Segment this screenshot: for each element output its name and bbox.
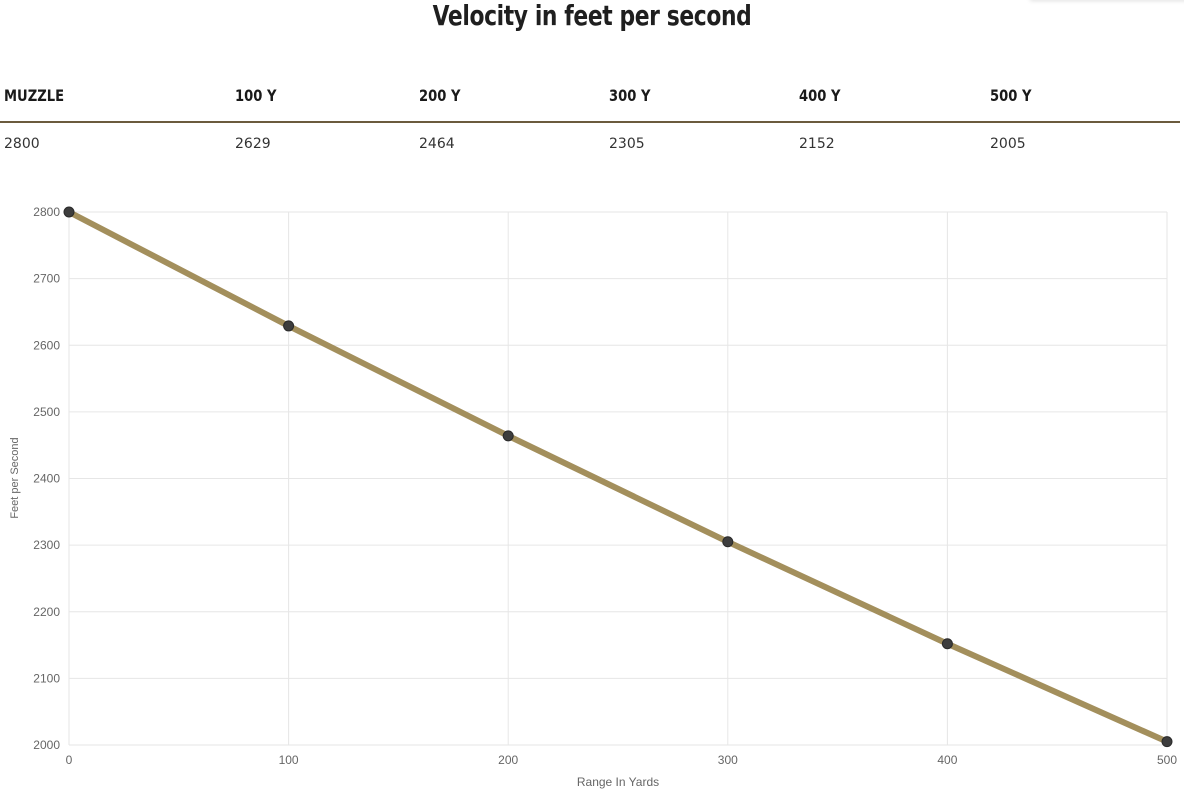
cell-300y-velocity: 2305 — [609, 136, 645, 152]
y-tick-label: 2300 — [33, 538, 60, 552]
column-header-muzzle: MUZZLE — [4, 86, 65, 105]
page-title: Velocity in feet per second — [432, 0, 752, 32]
data-point[interactable] — [502, 430, 514, 442]
cell-200y-velocity: 2464 — [419, 136, 455, 152]
y-tick-label: 2400 — [33, 472, 60, 486]
x-axis-ticks: 0 100 200 300 400 500 — [66, 753, 1178, 767]
column-header-300y: 300 Y — [609, 86, 651, 105]
column-header-200y: 200 Y — [419, 86, 461, 105]
data-point[interactable] — [941, 638, 953, 650]
x-axis-label: Range In Yards — [577, 775, 659, 789]
y-tick-label: 2700 — [33, 272, 60, 286]
velocity-line-chart: 2000 2100 2200 2300 2400 2500 2600 2700 2800 0 10… — [9, 205, 1178, 789]
cell-500y-velocity: 2005 — [990, 136, 1026, 152]
x-tick-label: 0 — [66, 753, 73, 767]
x-tick-label: 400 — [937, 753, 957, 767]
velocity-table: MUZZLE 100 Y 200 Y 300 Y 400 Y 500 Y 280… — [0, 78, 1180, 168]
data-point[interactable] — [63, 206, 75, 218]
data-point[interactable] — [283, 320, 295, 332]
y-axis-ticks: 2000 2100 2200 2300 2400 2500 2600 2700 2800 — [33, 205, 60, 752]
y-tick-label: 2100 — [33, 671, 60, 685]
x-tick-label: 100 — [279, 753, 299, 767]
chart-grid — [68, 211, 1168, 746]
cell-muzzle-velocity: 2800 — [4, 136, 40, 152]
x-tick-label: 300 — [718, 753, 738, 767]
column-header-400y: 400 Y — [799, 86, 841, 105]
series-line — [66, 209, 1170, 745]
velocity-series — [63, 206, 1173, 748]
data-point[interactable] — [722, 536, 734, 548]
cell-400y-velocity: 2152 — [799, 136, 835, 152]
column-header-500y: 500 Y — [990, 86, 1032, 105]
y-tick-label: 2800 — [33, 205, 60, 219]
y-tick-label: 2500 — [33, 405, 60, 419]
cell-100y-velocity: 2629 — [235, 136, 271, 152]
y-tick-label: 2600 — [33, 338, 60, 352]
y-axis-label: Feet per Second — [9, 437, 21, 518]
data-point[interactable] — [1161, 736, 1173, 748]
x-tick-label: 200 — [498, 753, 518, 767]
y-tick-label: 2200 — [33, 605, 60, 619]
y-tick-label: 2000 — [33, 738, 60, 752]
column-header-100y: 100 Y — [235, 86, 277, 105]
velocity-table-header-row: MUZZLE 100 Y 200 Y 300 Y 400 Y 500 Y — [0, 78, 1180, 123]
x-tick-label: 500 — [1157, 753, 1177, 767]
